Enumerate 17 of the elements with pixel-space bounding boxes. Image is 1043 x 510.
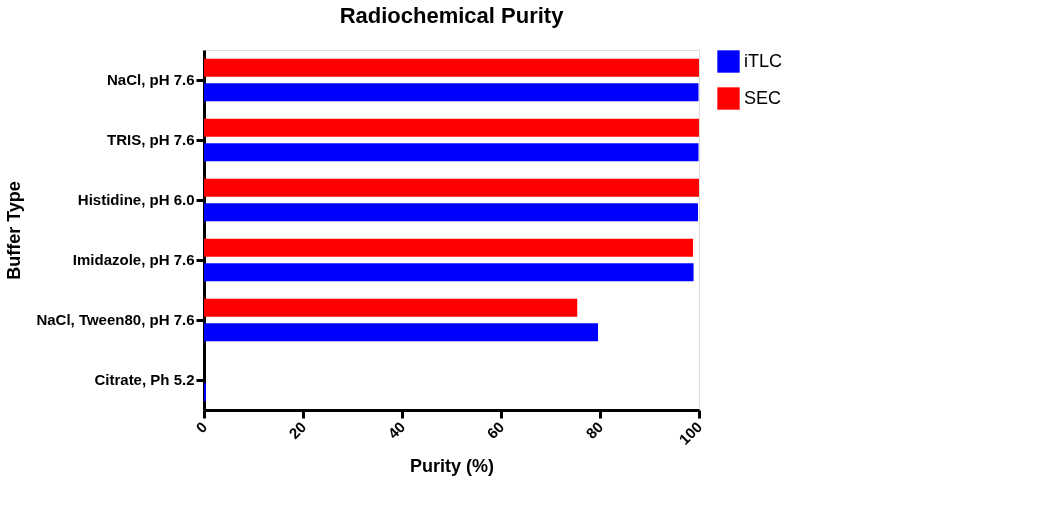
legend-label: iTLC [744, 50, 783, 71]
x-tick-label: 60 [483, 418, 508, 442]
x-tick-label: 80 [582, 418, 607, 442]
x-tick-label: 100 [675, 418, 706, 448]
y-tick-label: TRIS, pH 7.6 [106, 131, 195, 148]
x-axis-title: Purity (%) [409, 455, 495, 476]
y-tick-label: NaCl, Tween80, pH 7.6 [36, 311, 195, 328]
y-tick-label: NaCl, pH 7.6 [106, 71, 195, 88]
y-tick-label: Citrate, Ph 5.2 [94, 371, 195, 388]
chart-title: Radiochemical Purity [339, 3, 565, 28]
y-axis-title: Buffer Type [4, 181, 25, 280]
y-tick-label: Imidazole, pH 7.6 [72, 251, 195, 268]
legend-label: SEC [744, 87, 782, 108]
x-tick-label: 20 [285, 418, 310, 442]
x-tick-label: 40 [384, 418, 409, 442]
y-tick-label: Histidine, pH 6.0 [77, 191, 195, 208]
x-tick-label: 0 [192, 418, 211, 437]
